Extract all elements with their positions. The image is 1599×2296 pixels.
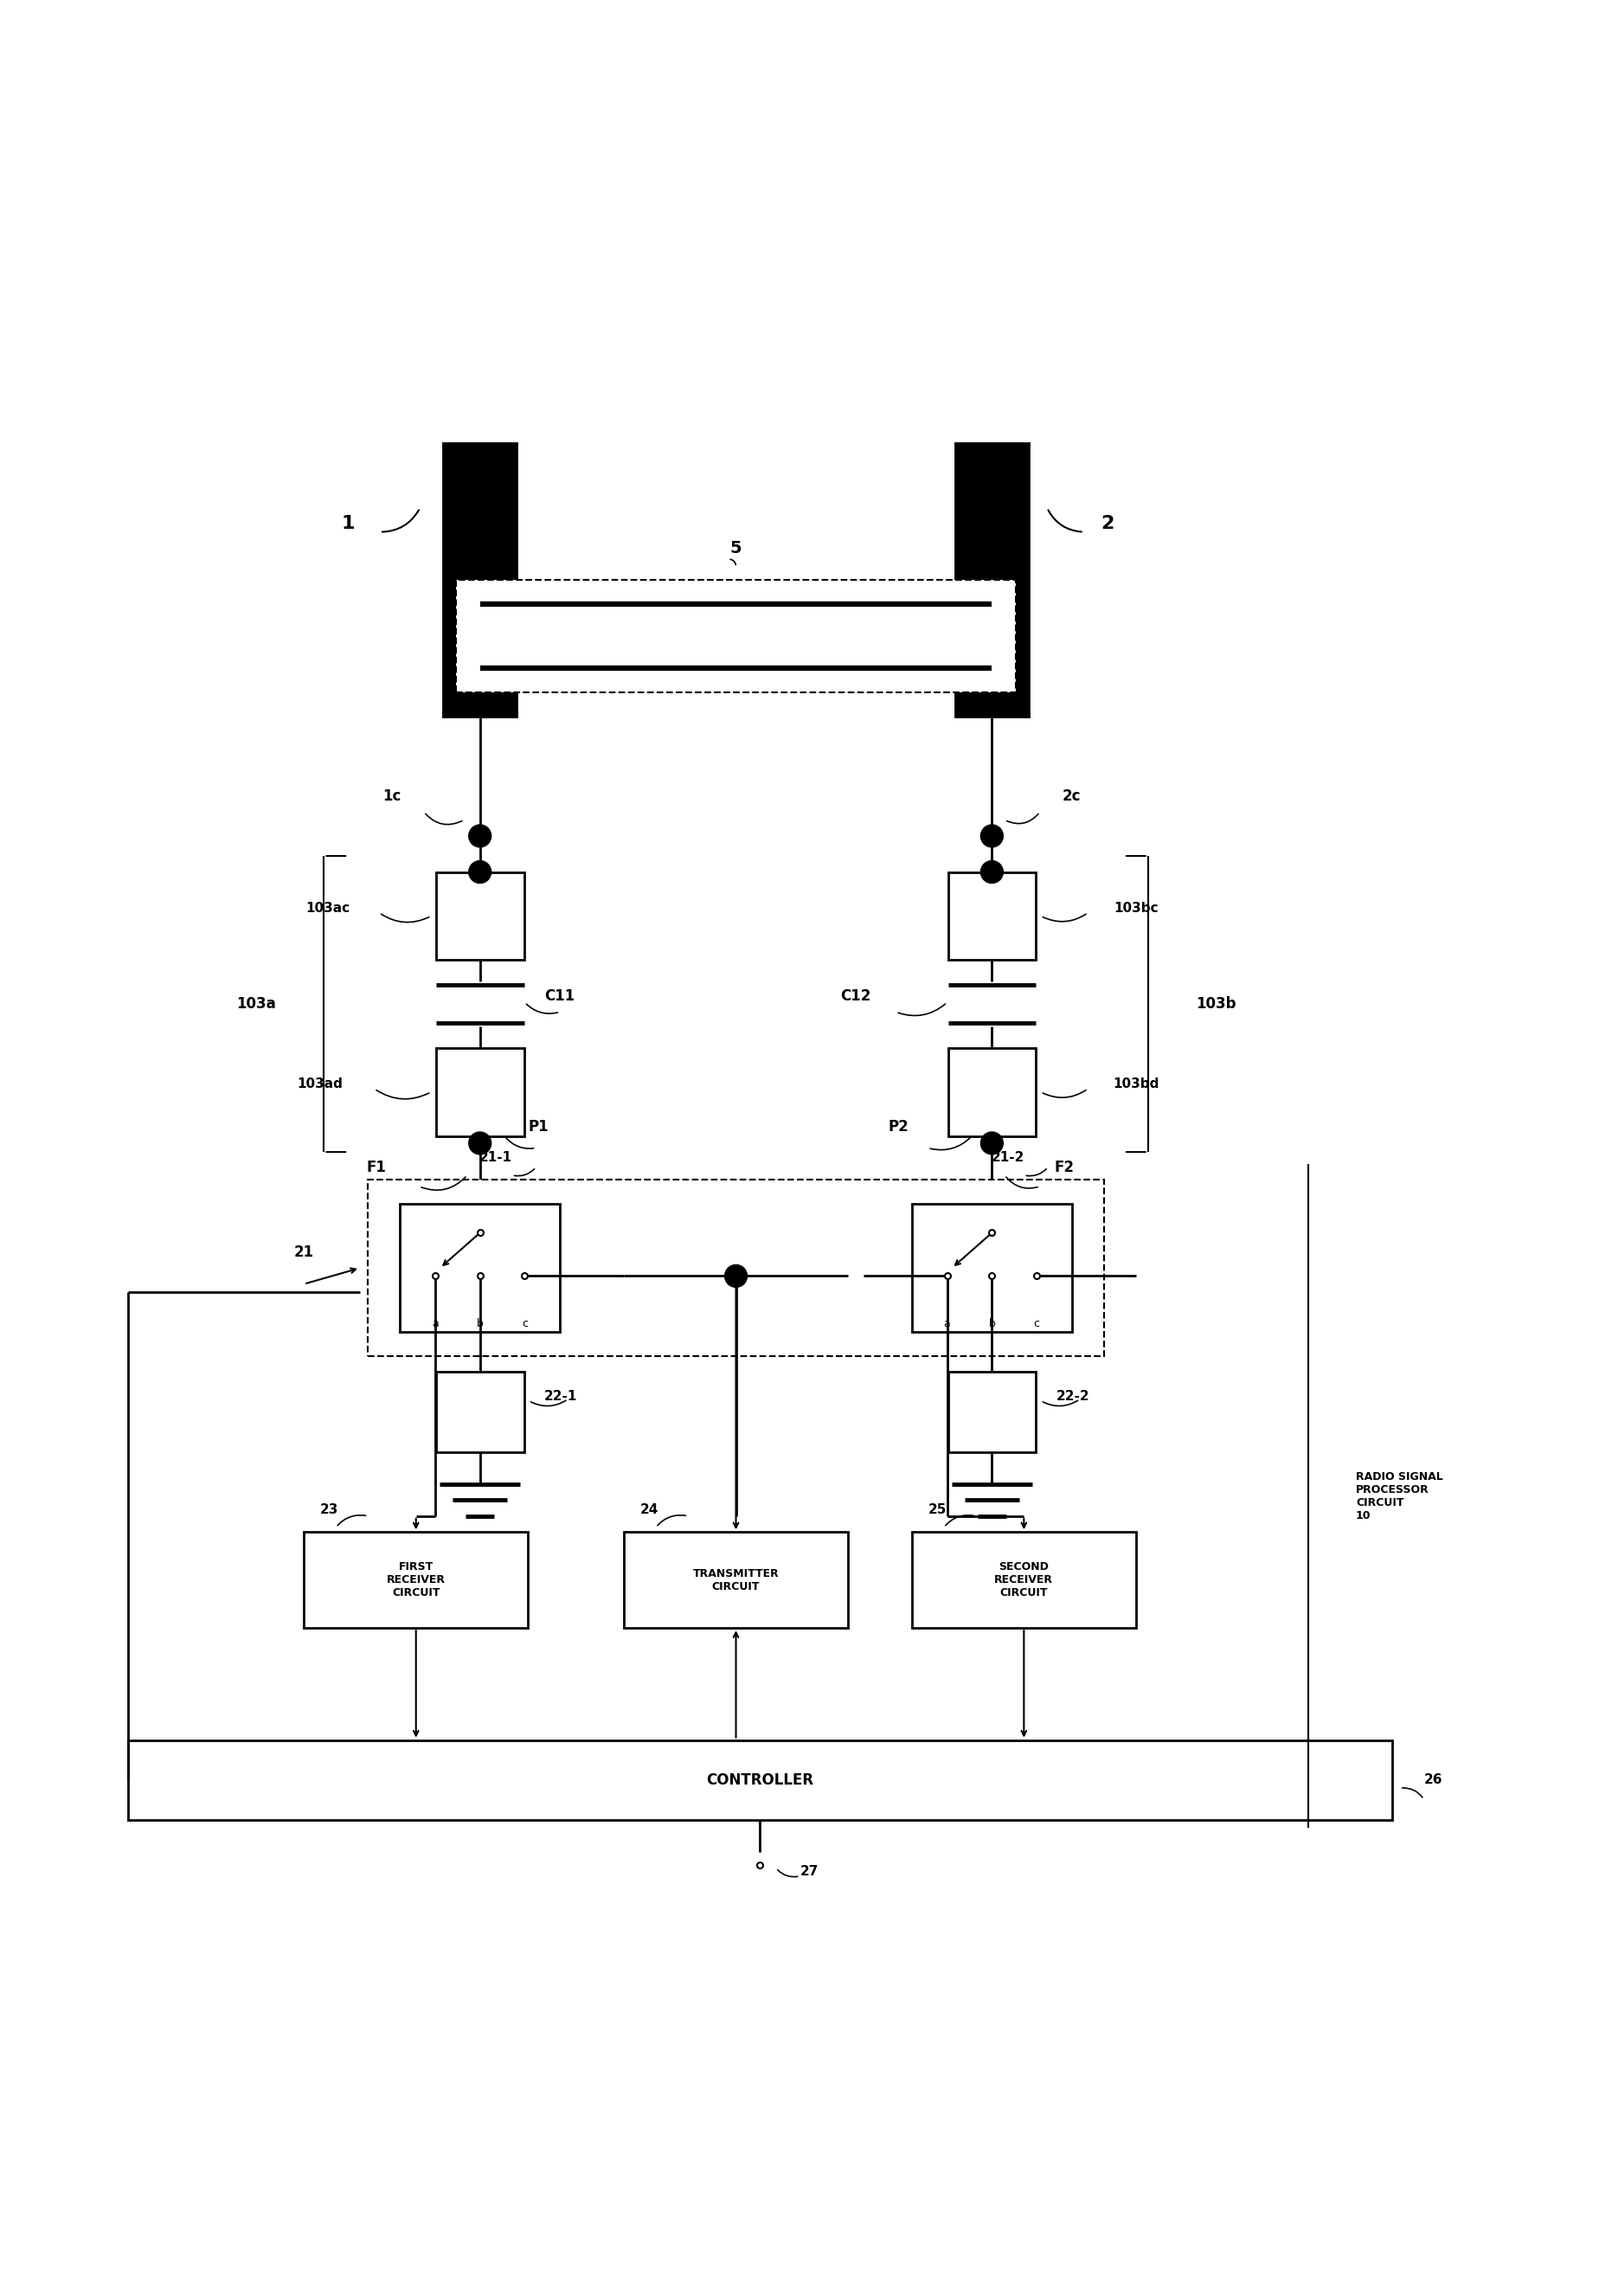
Bar bbox=[368, 1180, 1103, 1357]
Text: 103ad: 103ad bbox=[297, 1077, 342, 1091]
Text: C11: C11 bbox=[544, 987, 574, 1003]
Text: c: c bbox=[521, 1318, 528, 1329]
Text: 2c: 2c bbox=[1062, 788, 1081, 804]
Text: 103a: 103a bbox=[237, 996, 275, 1013]
Bar bbox=[400, 1203, 560, 1332]
Bar bbox=[947, 1373, 1036, 1451]
Circle shape bbox=[980, 861, 1003, 884]
Bar bbox=[956, 443, 1028, 716]
Circle shape bbox=[980, 1132, 1003, 1155]
Text: TRANSMITTER
CIRCUIT: TRANSMITTER CIRCUIT bbox=[692, 1568, 779, 1591]
Text: 22-1: 22-1 bbox=[544, 1389, 577, 1403]
Text: RADIO SIGNAL
PROCESSOR
CIRCUIT
10: RADIO SIGNAL PROCESSOR CIRCUIT 10 bbox=[1356, 1472, 1442, 1522]
Text: 1: 1 bbox=[341, 514, 355, 533]
Text: 5: 5 bbox=[729, 540, 742, 556]
Bar bbox=[911, 1203, 1071, 1332]
Bar bbox=[624, 1531, 847, 1628]
Bar bbox=[443, 443, 515, 716]
Text: 103b: 103b bbox=[1194, 996, 1236, 1013]
Bar bbox=[304, 1531, 528, 1628]
Text: F2: F2 bbox=[1054, 1159, 1073, 1176]
Bar bbox=[128, 1740, 1391, 1821]
Bar bbox=[911, 1531, 1135, 1628]
Text: C12: C12 bbox=[839, 987, 870, 1003]
Bar bbox=[456, 581, 1015, 691]
Bar bbox=[435, 1373, 523, 1451]
Text: 23: 23 bbox=[320, 1504, 339, 1515]
Text: 21-2: 21-2 bbox=[991, 1150, 1023, 1164]
Text: a: a bbox=[943, 1318, 950, 1329]
Text: 2: 2 bbox=[1100, 514, 1115, 533]
Text: P1: P1 bbox=[528, 1120, 548, 1134]
Text: 21-1: 21-1 bbox=[480, 1150, 512, 1164]
Text: c: c bbox=[1033, 1318, 1039, 1329]
Bar bbox=[947, 872, 1036, 960]
Bar bbox=[435, 872, 523, 960]
Text: 26: 26 bbox=[1423, 1773, 1442, 1786]
Circle shape bbox=[980, 824, 1003, 847]
Text: 103bc: 103bc bbox=[1113, 902, 1158, 914]
Text: a: a bbox=[432, 1318, 438, 1329]
Text: 24: 24 bbox=[640, 1504, 659, 1515]
Circle shape bbox=[469, 861, 491, 884]
Text: 103ac: 103ac bbox=[305, 902, 350, 914]
Circle shape bbox=[469, 1132, 491, 1155]
Text: F1: F1 bbox=[366, 1159, 385, 1176]
Text: 22-2: 22-2 bbox=[1055, 1389, 1089, 1403]
Bar bbox=[947, 1047, 1036, 1137]
Text: 27: 27 bbox=[800, 1864, 819, 1878]
Text: 25: 25 bbox=[927, 1504, 947, 1515]
Text: SECOND
RECEIVER
CIRCUIT: SECOND RECEIVER CIRCUIT bbox=[995, 1561, 1052, 1598]
Text: b: b bbox=[477, 1318, 483, 1329]
Text: FIRST
RECEIVER
CIRCUIT: FIRST RECEIVER CIRCUIT bbox=[387, 1561, 445, 1598]
Text: 103bd: 103bd bbox=[1113, 1077, 1158, 1091]
Text: CONTROLLER: CONTROLLER bbox=[705, 1773, 814, 1789]
Circle shape bbox=[724, 1265, 747, 1288]
Text: 21: 21 bbox=[294, 1244, 313, 1261]
Text: 1c: 1c bbox=[382, 788, 401, 804]
Text: b: b bbox=[988, 1318, 995, 1329]
Text: P2: P2 bbox=[887, 1120, 908, 1134]
Bar bbox=[435, 1047, 523, 1137]
Circle shape bbox=[469, 824, 491, 847]
